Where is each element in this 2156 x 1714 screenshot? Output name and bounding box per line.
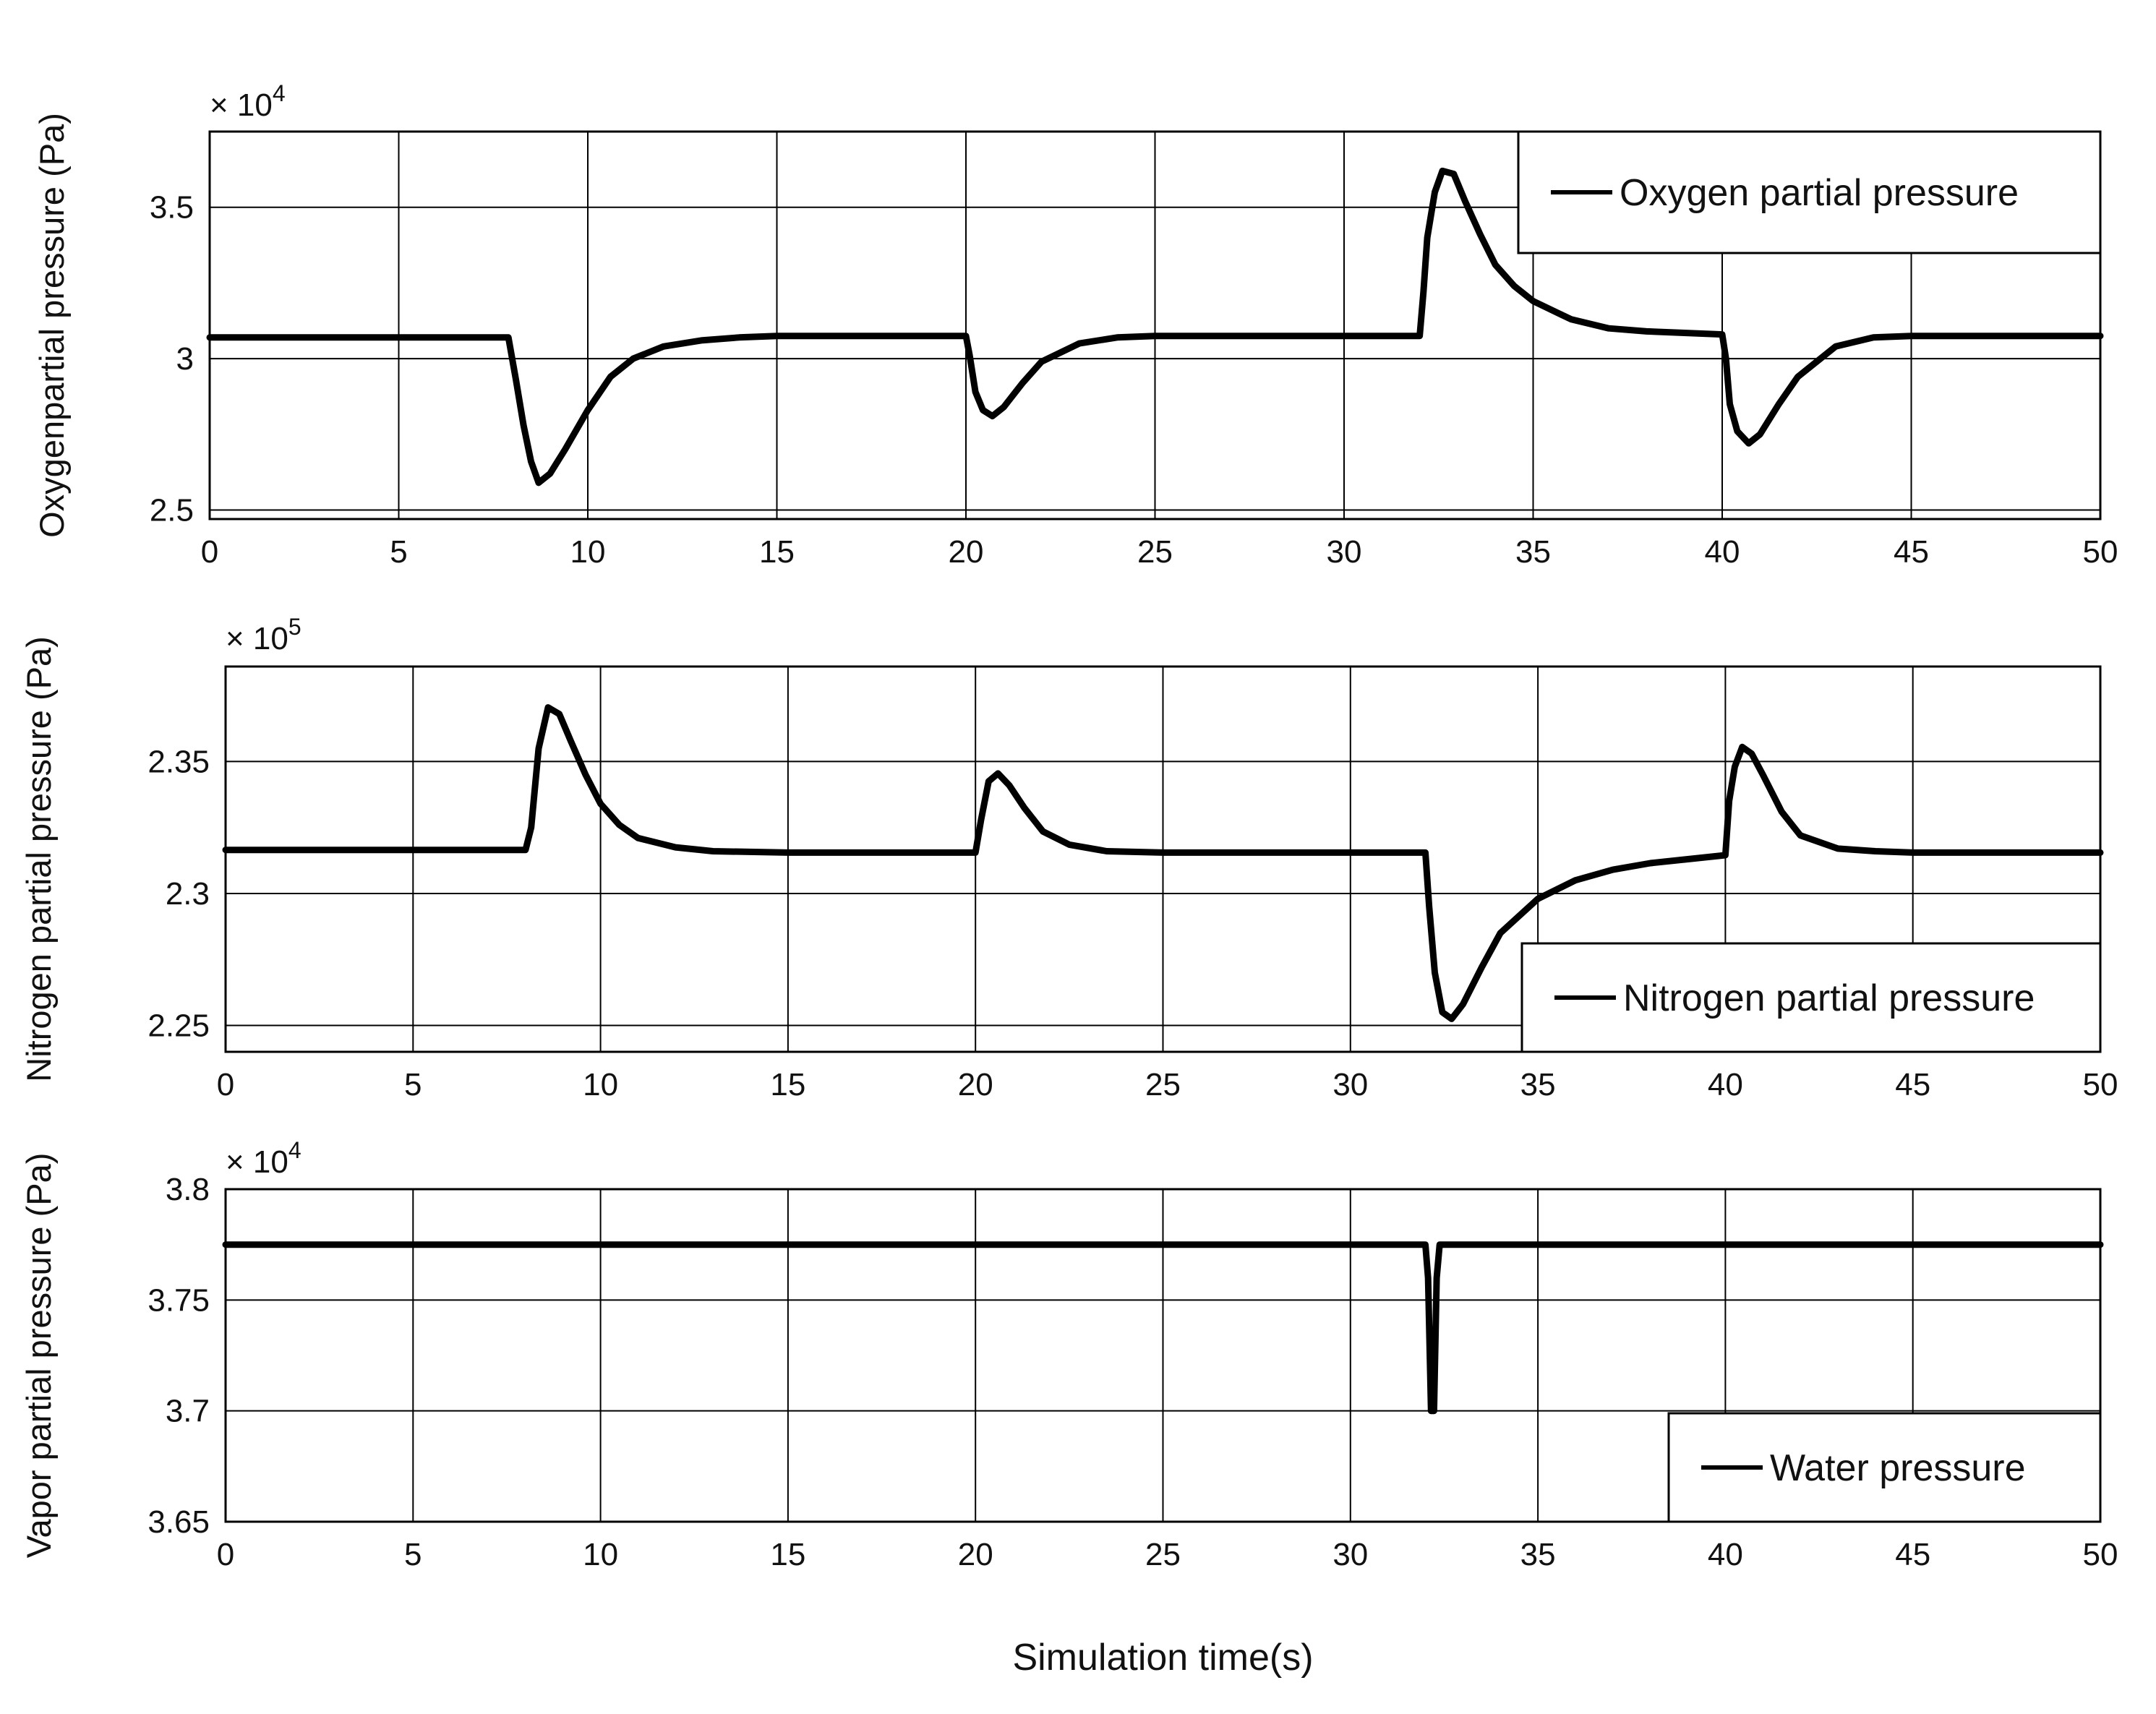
y-tick-label: 2.3 [166,876,210,912]
x-tick-label: 0 [217,1537,234,1572]
legend: Nitrogen partial pressure [1520,942,2102,1053]
y-axis-label: Vapor partial pressure (Pa) [20,1153,58,1559]
legend-entry-label: Oxygen partial pressure [1620,172,2019,214]
y-tick-label: 2.5 [150,492,194,528]
plot-area-frame [208,130,2102,520]
axis-multiplier: × 104 [210,80,286,123]
y-tick-label: 3 [176,341,194,377]
series-line-1-1 [206,167,2104,487]
x-tick-label: 35 [1515,534,1551,570]
x-tick-label: 45 [1894,534,1929,570]
x-tick-label: 0 [201,534,218,570]
x-tick-label: 10 [570,534,606,570]
multiplier-exponent: 5 [288,614,301,640]
x-tick-label: 40 [1708,1537,1743,1572]
x-tick-label: 40 [1708,1067,1743,1102]
x-tick-label: 10 [583,1537,618,1572]
x-tick-label: 20 [958,1067,993,1102]
x-tick-label: 30 [1332,1067,1368,1102]
legend: Water pressure [1667,1412,2102,1523]
x-tick-label: 15 [770,1537,805,1572]
x-tick-label: 20 [949,534,984,570]
legend-box [1517,130,2102,254]
x-tick-label: 15 [770,1067,805,1102]
plot-area-frame [224,1188,2102,1523]
axis-multiplier: × 105 [226,614,301,656]
x-tick-label: 25 [1145,1067,1181,1102]
y-tick-label: 3.8 [166,1172,210,1207]
x-tick-label: 5 [404,1537,422,1572]
y-tick-label: 3.75 [147,1282,210,1318]
x-tick-label: 35 [1520,1537,1556,1572]
multiplier-base: × 10 [210,87,273,123]
y-tick-label: 3.5 [150,190,194,226]
shared-x-axis-label: Simulation time(s) [1012,1637,1313,1679]
x-tick-label: 25 [1145,1537,1181,1572]
x-tick-label: 45 [1895,1067,1930,1102]
legend: Oxygen partial pressure [1517,130,2102,254]
x-tick-label: 15 [759,534,795,570]
x-tick-label: 20 [958,1537,993,1572]
series-line-3-1 [222,1241,2104,1415]
y-tick-label: 3.7 [166,1394,210,1429]
multiplier-base: × 10 [226,621,288,656]
x-tick-label: 30 [1332,1537,1368,1572]
x-tick-label: 30 [1327,534,1362,570]
subplot-3: 0 5 10 15 20 25 30 35 40 45 50 3.65 3.7 3.75 3.8 × 104 V… [20,1137,2118,1572]
legend-box [1520,942,2102,1053]
x-tick-label: 50 [2083,534,2118,570]
axis-multiplier: × 104 [226,1137,301,1180]
multiplier-exponent: 4 [288,1137,301,1163]
x-tick-label: 5 [390,534,407,570]
y-axis-label: Oxygenpartial pressure (Pa) [33,113,71,538]
multiplier-base: × 10 [226,1144,288,1180]
x-tick-label: 50 [2083,1537,2118,1572]
x-tick-label: 0 [217,1067,234,1102]
subplot-1: 0 5 10 15 20 25 30 35 40 45 50 2.5 3 3.5 × 104 Oxygenpa… [33,80,2118,570]
multiplier-exponent: 4 [273,80,286,106]
y-tick-label: 2.35 [147,744,210,779]
x-tick-label: 35 [1520,1067,1556,1102]
subplot-stack: 0 5 10 15 20 25 30 35 40 45 502.533.5× 104Oxygenpa… [20,80,2118,1572]
y-tick-label: 2.25 [147,1008,210,1043]
subplot-2: 0 5 10 15 20 25 30 35 40 45 502.252.32.35× 105Nitr… [20,614,2118,1102]
plot-area-frame [224,665,2102,1053]
y-tick-label: 3.65 [147,1504,210,1540]
y-axis-label: Nitrogen partial pressure (Pa) [20,636,58,1082]
x-tick-label: 40 [1705,534,1740,570]
x-tick-label: 10 [583,1067,618,1102]
x-tick-label: 45 [1895,1537,1930,1572]
x-tick-label: 5 [404,1067,422,1102]
series-line-2-1 [222,704,2104,1022]
legend-entry-label: Water pressure [1770,1447,2026,1489]
legend-entry-label: Nitrogen partial pressure [1623,977,2035,1019]
x-tick-label: 25 [1137,534,1173,570]
x-tick-label: 50 [2083,1067,2118,1102]
